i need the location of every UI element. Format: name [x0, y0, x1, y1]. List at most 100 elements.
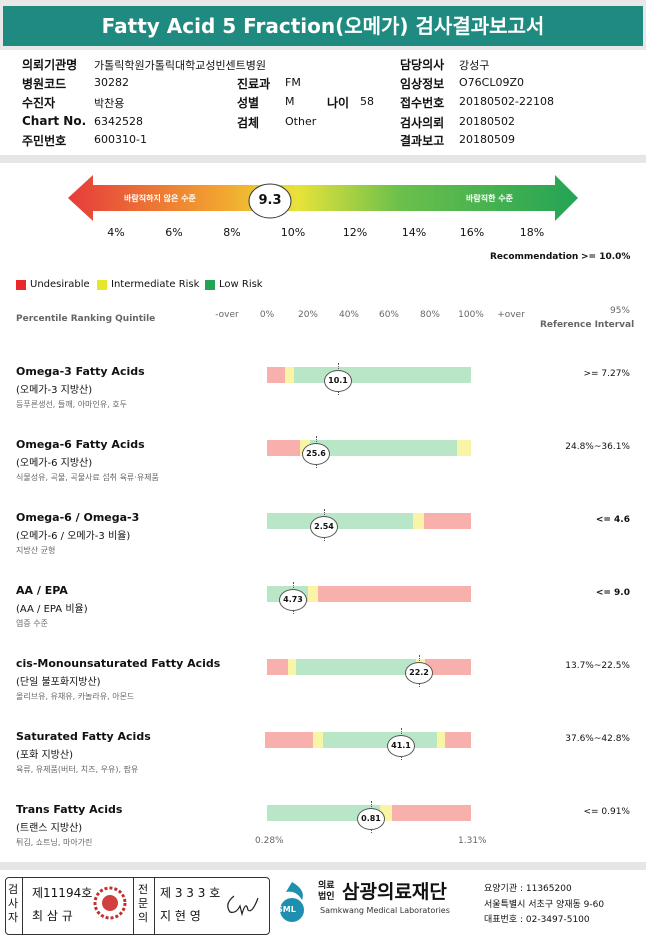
row-desc: 등푸른생선, 들깨, 아마인유, 호두	[16, 400, 127, 409]
row-korean: (AA / EPA 비율)	[16, 604, 88, 615]
info-value: 20180502	[459, 115, 515, 128]
bar-segment	[413, 513, 424, 529]
index-value: 9.3	[258, 193, 282, 208]
phone: 대표번호 : 02-3497-5100	[484, 915, 590, 925]
row-name: cis-Monounsaturated Fatty Acids	[16, 657, 221, 670]
code: 요양기관 : 11365200	[484, 884, 572, 894]
index-graphic	[68, 175, 578, 221]
row-name: Saturated Fatty Acids	[16, 730, 151, 743]
address: 서울특별시 서초구 양재동 9-60	[484, 900, 605, 910]
signature	[227, 895, 259, 917]
info-value: 20180509	[459, 133, 515, 146]
scale-label: 100%	[458, 310, 484, 320]
org-name: 삼광의료재단	[342, 881, 447, 903]
legend-swatch	[97, 280, 107, 290]
legend-label: Intermediate Risk	[111, 279, 200, 290]
row-name: Omega-6 Fatty Acids	[16, 438, 145, 451]
recommendation-value: >= 10.0%	[581, 252, 631, 262]
info-value: 58	[360, 95, 374, 108]
row-korean: (오메가-6 / 오메가-3 비율)	[16, 531, 131, 542]
bar-segment	[267, 805, 380, 821]
bar-segment	[267, 367, 285, 383]
row-name: Omega-6 / Omega-3	[16, 511, 140, 524]
info-value: M	[285, 95, 295, 108]
index-tick: 6%	[165, 226, 183, 239]
bar-segment	[265, 732, 313, 748]
doctor-name: 지 현 영	[160, 909, 201, 923]
reference: 13.7%~22.5%	[565, 661, 630, 671]
scale-label: 40%	[338, 310, 359, 320]
marker: 4.73	[279, 589, 307, 611]
tester-name: 최 삼 규	[32, 909, 73, 923]
right-label: 바람직한 수준	[466, 194, 513, 203]
info-label: 나이	[327, 96, 350, 110]
marker: 25.6	[302, 443, 330, 465]
bar-segment	[323, 732, 437, 748]
bar-segment	[267, 659, 288, 675]
index-tick: 4%	[107, 226, 125, 239]
sep	[154, 878, 155, 934]
bar-segment	[267, 513, 413, 529]
marker: 10.1	[324, 370, 352, 392]
tester-title: 검사자	[7, 883, 19, 924]
doctor-no: 제 3 3 3 호	[160, 886, 221, 900]
info-value: 가톨릭학원가톨릭대학교성빈센트병원	[94, 59, 267, 72]
row-korean: (오메가-3 지방산)	[16, 385, 93, 396]
info-label: 검체	[237, 116, 260, 130]
info-value: 600310-1	[94, 133, 147, 146]
scale-label: 20%	[297, 310, 318, 320]
info-label: 수진자	[22, 96, 56, 110]
sep	[133, 878, 134, 934]
scale-label: 0%	[259, 310, 275, 320]
divider	[0, 862, 646, 870]
bar-segment	[267, 440, 300, 456]
row-korean: (오메가-6 지방산)	[16, 458, 93, 469]
bar-segment	[445, 732, 471, 748]
row-name: Trans Fatty Acids	[16, 803, 123, 816]
org-en: Samkwang Medical Laboratories	[320, 906, 450, 915]
bar-segment	[308, 586, 318, 602]
info-label: 병원코드	[22, 77, 67, 91]
legend-swatch	[16, 280, 26, 290]
marker: 22.2	[405, 662, 433, 684]
index-tick: 18%	[519, 226, 545, 239]
row-name: AA / EPA	[16, 584, 68, 597]
left-label: 바람직하지 않은 수준	[124, 194, 196, 203]
marker: 2.54	[310, 516, 338, 538]
reference: 24.8%~36.1%	[565, 442, 630, 452]
index-tick: 16%	[459, 226, 485, 239]
legend-swatch	[205, 280, 215, 290]
bar-segment	[294, 367, 471, 383]
info-value: 6342528	[94, 115, 143, 128]
bar-segment	[288, 659, 296, 675]
marker: 0.81	[357, 808, 385, 830]
logo: SML	[277, 905, 296, 914]
reference: 37.6%~42.8%	[565, 734, 630, 744]
legend-label: Undesirable	[30, 279, 90, 290]
reference: <= 9.0	[595, 588, 630, 598]
info-label: Chart No.	[22, 114, 87, 128]
row-desc: 식물성유, 곡물, 곡물사료 섭취 육류·유제품	[16, 473, 159, 482]
info-value: FM	[285, 76, 301, 89]
info-label: 성별	[237, 96, 260, 110]
ref-header: 95%	[609, 306, 630, 316]
index-tick: 14%	[401, 226, 427, 239]
row-korean: (포화 지방산)	[16, 750, 73, 761]
scale-label: -over	[215, 310, 239, 320]
index-tick: 12%	[342, 226, 368, 239]
info-label: 주민번호	[22, 134, 67, 148]
tester-no: 제11194호	[32, 886, 93, 900]
scale-label: +over	[497, 310, 525, 320]
info-label: 접수번호	[400, 96, 445, 110]
info-value: O76CL09Z0	[459, 76, 524, 89]
max-label: 1.31%	[458, 836, 487, 846]
marker: 41.1	[387, 735, 415, 757]
info-label: 담당의사	[400, 58, 445, 72]
bar-segment	[437, 732, 445, 748]
reference: <= 0.91%	[583, 807, 630, 817]
row-desc: 지방산 균형	[16, 546, 56, 555]
index-marker	[248, 183, 292, 219]
ranking-label: Percentile Ranking Quintile	[16, 314, 156, 324]
bar-segment	[296, 659, 416, 675]
